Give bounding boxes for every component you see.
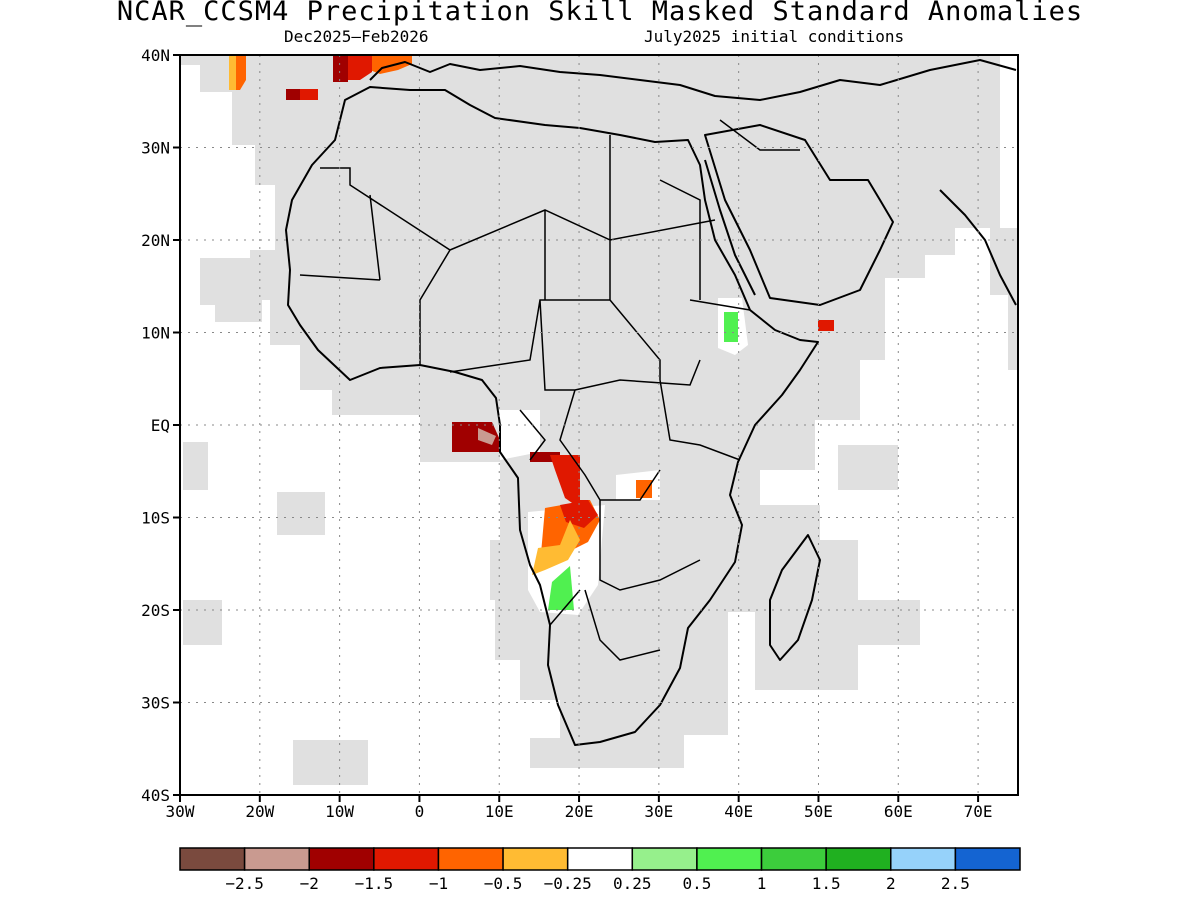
colorbar-label: −2: [300, 874, 319, 893]
colorbar-label: 0.5: [682, 874, 711, 893]
colorbar-swatch: [437, 847, 504, 871]
madagascar-coast: [769, 534, 821, 661]
colorbar-swatch: [502, 847, 569, 871]
lat-tick-label: 40S: [141, 786, 170, 805]
india-coast: [939, 189, 1017, 306]
colorbar-swatch: [954, 847, 1021, 871]
lon-tick-label: 20E: [565, 802, 594, 821]
colorbar-swatch: [696, 847, 763, 871]
lon-tick-label: 10W: [325, 802, 354, 821]
graticule: [173, 54, 1018, 802]
coastline-layer: [285, 59, 1017, 746]
lat-tick-label: 30S: [141, 694, 170, 713]
colorbar-label: 1: [757, 874, 767, 893]
colorbar-swatch: [890, 847, 957, 871]
lon-tick-label: 30W: [166, 802, 195, 821]
skill-mask-layer: [180, 55, 1018, 785]
lat-tick-label: 10N: [141, 324, 170, 343]
lon-tick-label: 70E: [964, 802, 993, 821]
arabia-coast: [704, 124, 894, 306]
anomaly-layer: [229, 55, 834, 615]
colorbar-swatch: [179, 847, 246, 871]
colorbar-label: −0.25: [544, 874, 592, 893]
borders: [299, 119, 800, 661]
mask-gulf-guinea: [183, 442, 208, 490]
forecast-period: Dec2025–Feb2026: [284, 27, 429, 46]
map-frame: [179, 54, 1019, 796]
lon-tick-label: 10E: [485, 802, 514, 821]
lat-tick-label: 30N: [141, 139, 170, 158]
mask-india-right: [990, 228, 1018, 370]
border-layer: [299, 119, 800, 661]
colorbar-swatch: [243, 847, 310, 871]
red-sea-w: [704, 159, 756, 296]
colorbar-swatch: [760, 847, 827, 871]
lon-tick-label: 30E: [644, 802, 673, 821]
anomaly-socotra-red: [818, 320, 834, 331]
lon-tick-label: 20W: [245, 802, 274, 821]
europe-coast: [369, 59, 1017, 101]
mask-indian: [838, 445, 898, 490]
lon-tick-label: 50E: [804, 802, 833, 821]
anomaly-madeira-orange: [300, 89, 318, 100]
colorbar-label: −0.5: [484, 874, 523, 893]
lat-tick-label: EQ: [151, 416, 170, 435]
lat-tick-label: 20N: [141, 231, 170, 250]
africa-coastline: [285, 86, 819, 746]
lat-tick-label: 20S: [141, 601, 170, 620]
lat-tick-label: 40N: [141, 46, 170, 65]
mask-south-atl: [183, 600, 222, 645]
colorbar-label: −2.5: [225, 874, 264, 893]
colorbar-swatch: [631, 847, 698, 871]
colorbar-swatch: [825, 847, 892, 871]
colorbar-label: 2.5: [941, 874, 970, 893]
initial-conditions: July2025 initial conditions: [644, 27, 905, 46]
anomaly-atlantic-yellow: [229, 55, 236, 90]
colorbar-swatch: [308, 847, 375, 871]
anomaly-angola-yellow: [532, 520, 580, 575]
lon-tick-label: 40E: [724, 802, 753, 821]
anomaly-namibia-green: [548, 566, 574, 610]
anomaly-iberia-darkred: [333, 55, 348, 82]
colorbar-swatch: [373, 847, 440, 871]
anomaly-atlantic-orange: [233, 55, 246, 90]
mask-st-helena: [277, 492, 325, 535]
lon-tick-label: 60E: [884, 802, 913, 821]
anomaly-gabon-pink: [478, 428, 496, 445]
colorbar-labels: −2.5 −2 −1.5 −1 −0.5 −0.25 0.25 0.5 1 1.5 2 2.5: [225, 874, 969, 893]
colorbar-label: 2: [886, 874, 896, 893]
colorbar-label: 0.25: [613, 874, 652, 893]
map-title: NCAR_CCSM4 Precipitation Skill Masked St…: [116, 0, 1084, 27]
anomaly-iberia-red: [345, 55, 372, 80]
lon-tick-label: 0: [415, 802, 425, 821]
anomaly-angola-red: [560, 500, 598, 528]
longitude-labels: 30W 20W 10W 0 10E 20E 30E 40E 50E 60E 70E: [166, 802, 993, 821]
latitude-labels: 40N 30N 20N 10N EQ 10S 20S 30S 40S: [141, 46, 170, 805]
colorbar-label: −1.5: [355, 874, 394, 893]
colorbar: [179, 847, 1021, 871]
colorbar-label: 1.5: [812, 874, 841, 893]
lat-tick-label: 10S: [141, 509, 170, 528]
colorbar-swatch: [566, 847, 634, 871]
mask-tristan: [293, 740, 368, 785]
mask-canary: [200, 258, 262, 322]
mask-africa: [180, 55, 1000, 768]
anomaly-drc-orange: [636, 480, 652, 498]
colorbar-label: −1: [429, 874, 448, 893]
anomaly-ethiopia-green: [724, 312, 738, 342]
